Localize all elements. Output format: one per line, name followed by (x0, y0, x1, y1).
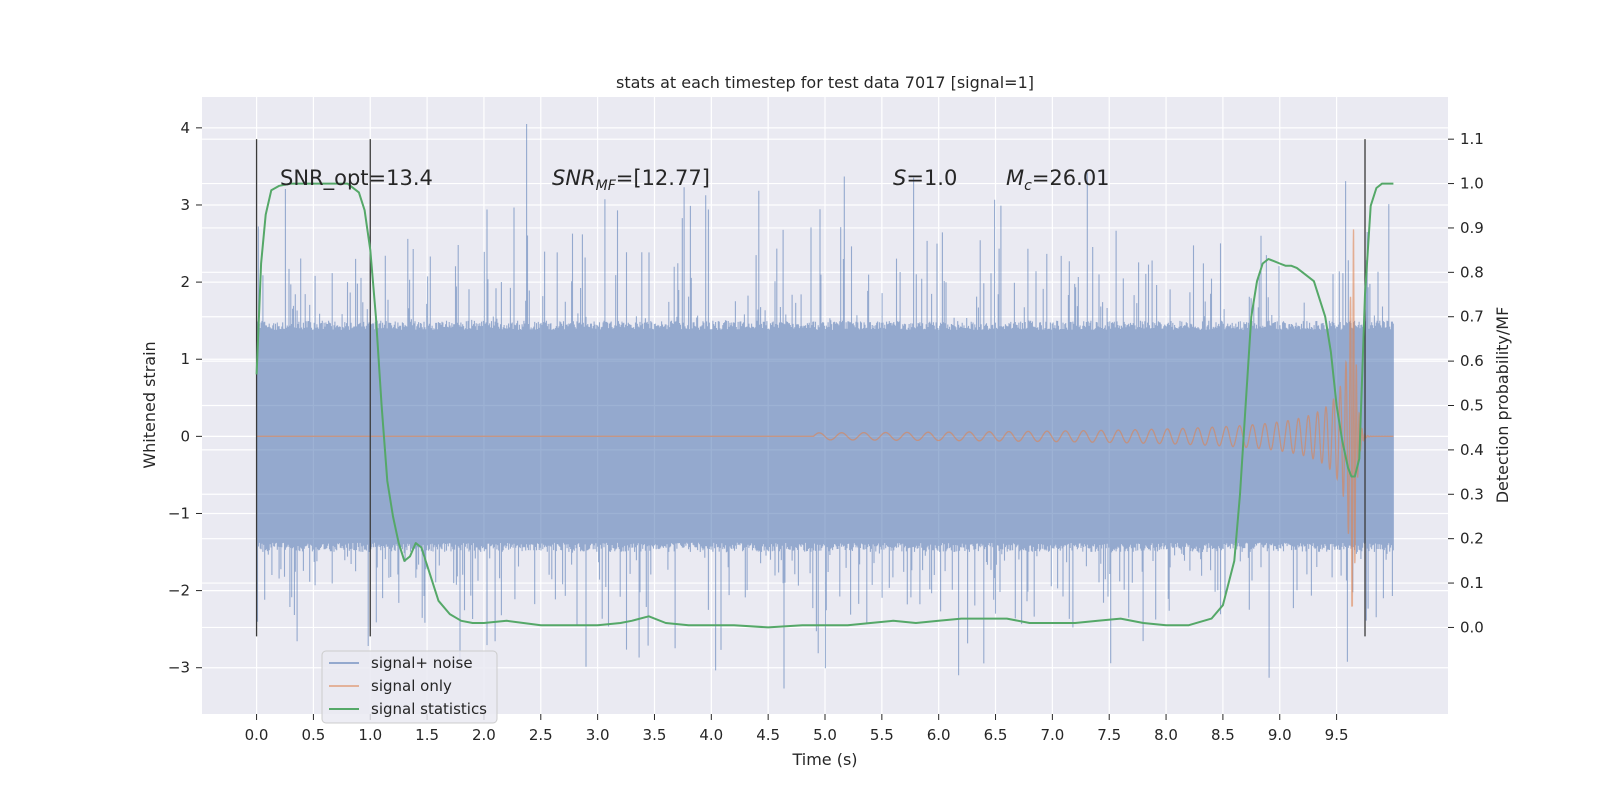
y-tick-label: 1 (180, 350, 190, 368)
x-tick-label: 4.0 (699, 726, 723, 744)
x-tick-label: 6.0 (927, 726, 951, 744)
mc-value: =26.01 (1032, 166, 1110, 190)
x-tick-label: 8.5 (1211, 726, 1235, 744)
snr-mf-sub: MF (596, 178, 617, 194)
annotation-snr-opt: SNR_opt=13.4 (280, 166, 433, 191)
vertical-markers (255, 139, 1366, 637)
x-tick-label: 2.0 (472, 726, 496, 744)
y2-tick-label: 0.4 (1460, 441, 1484, 459)
mc-symbol: M (1006, 166, 1024, 190)
x-tick-label: 9.0 (1268, 726, 1292, 744)
y-tick-label: 2 (180, 273, 190, 291)
legend-label-signal-only: signal only (371, 677, 452, 695)
x-tick-label: 0.0 (245, 726, 269, 744)
legend-label-signal-statistics: signal statistics (371, 700, 487, 718)
y-tick-label: −1 (168, 504, 190, 522)
annotation-snr-mf: SNRMF=[12.77] (552, 166, 710, 194)
x-tick-label: 1.5 (415, 726, 439, 744)
x-tick-label: 5.5 (870, 726, 894, 744)
y-tick-label: −2 (168, 582, 190, 600)
y2-tick-labels: 0.0 0.1 0.2 0.3 0.4 0.5 0.6 0.7 0.8 0.9 1.0 1.1 (1448, 130, 1484, 636)
signal-statistics-line (255, 182, 1394, 629)
x-tick-labels: 0.0 0.5 1.0 1.5 2.0 2.5 3.0 3.5 4.0 4.5 5.0 5.5 6.0 6… (245, 714, 1349, 744)
x-tick-label: 3.0 (586, 726, 610, 744)
y-tick-labels: −3 −2 −1 0 1 2 3 4 (168, 119, 202, 677)
y2-tick-label: 0.6 (1460, 352, 1484, 370)
x-tick-label: 8.0 (1154, 726, 1178, 744)
y-tick-label: 3 (180, 196, 190, 214)
annotation-s: S=1.0 (893, 166, 957, 190)
annotation-mc: Mc=26.01 (1006, 166, 1110, 194)
x-tick-label: 6.5 (984, 726, 1008, 744)
legend-label-signal-noise: signal+ noise (371, 654, 473, 672)
y2-tick-label: 1.1 (1460, 130, 1484, 148)
x-tick-label: 5.0 (813, 726, 837, 744)
y2-axis-label: Detection probability/MF (1493, 307, 1512, 504)
y2-tick-label: 0.1 (1460, 574, 1484, 592)
y-tick-label: 0 (180, 427, 190, 445)
s-symbol: S (893, 166, 906, 190)
y2-tick-label: 0.2 (1460, 530, 1484, 548)
x-axis-label: Time (s) (791, 750, 857, 769)
x-tick-label: 7.5 (1097, 726, 1121, 744)
y2-tick-label: 0.5 (1460, 397, 1484, 415)
y2-tick-label: 0.8 (1460, 263, 1484, 281)
y2-tick-label: 0.7 (1460, 308, 1484, 326)
legend: signal+ noise signal only signal statist… (321, 650, 498, 724)
signal-only-line (256, 229, 1394, 607)
x-tick-label: 3.5 (643, 726, 667, 744)
y2-tick-label: 0.9 (1460, 219, 1484, 237)
x-tick-label: 9.5 (1325, 726, 1349, 744)
y-tick-label: 4 (180, 119, 190, 137)
x-tick-label: 4.5 (756, 726, 780, 744)
s-value: =1.0 (906, 166, 957, 190)
signal-only-series (256, 229, 1394, 607)
snr-mf-base: SNR (552, 166, 596, 190)
x-tick-label: 7.0 (1040, 726, 1064, 744)
y-axis-label: Whitened strain (140, 341, 159, 468)
x-tick-label: 0.5 (301, 726, 325, 744)
signal-statistics-series (255, 182, 1394, 629)
chart-title: stats at each timestep for test data 701… (616, 73, 1034, 92)
snr-mf-value: =[12.77] (616, 166, 710, 190)
y2-tick-label: 1.0 (1460, 175, 1484, 193)
x-tick-label: 1.0 (358, 726, 382, 744)
x-tick-label: 2.5 (529, 726, 553, 744)
mc-sub: c (1024, 178, 1032, 194)
y-tick-label: −3 (168, 659, 190, 677)
legend-box (321, 650, 498, 724)
y2-tick-label: 0.3 (1460, 485, 1484, 503)
y2-tick-label: 0.0 (1460, 618, 1484, 636)
